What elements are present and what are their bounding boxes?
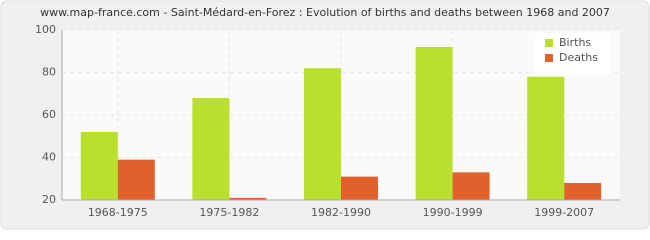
bar (415, 47, 453, 200)
x-tick-label: 1990-1999 (423, 206, 483, 219)
x-tick-label: 1968-1975 (88, 206, 148, 219)
legend-label: Births (559, 36, 591, 49)
bar (304, 68, 341, 200)
chart: www.map-france.com - Saint-Médard-en-For… (0, 0, 650, 230)
bar (452, 172, 490, 200)
bar (564, 183, 602, 200)
y-tick-label: 20 (42, 193, 56, 206)
y-tick-label: 100 (35, 23, 56, 36)
bar (341, 176, 378, 200)
bar (192, 98, 230, 200)
bar (80, 132, 118, 200)
bar (117, 159, 155, 200)
y-tick-label: 40 (42, 151, 56, 164)
bar (527, 76, 565, 200)
chart-title: www.map-france.com - Saint-Médard-en-For… (40, 6, 610, 19)
bar (229, 197, 267, 200)
legend-label: Deaths (559, 51, 598, 64)
y-tick-label: 60 (42, 108, 56, 121)
x-tick-label: 1999-2007 (534, 206, 594, 219)
legend-swatch (545, 54, 553, 62)
x-tick-label: 1975-1982 (199, 206, 259, 219)
page: {"chart_data": {"type": "bar", "title": … (0, 0, 650, 230)
legend-swatch (545, 39, 553, 47)
y-tick-label: 80 (42, 66, 56, 79)
x-tick-label: 1982-1990 (311, 206, 371, 219)
